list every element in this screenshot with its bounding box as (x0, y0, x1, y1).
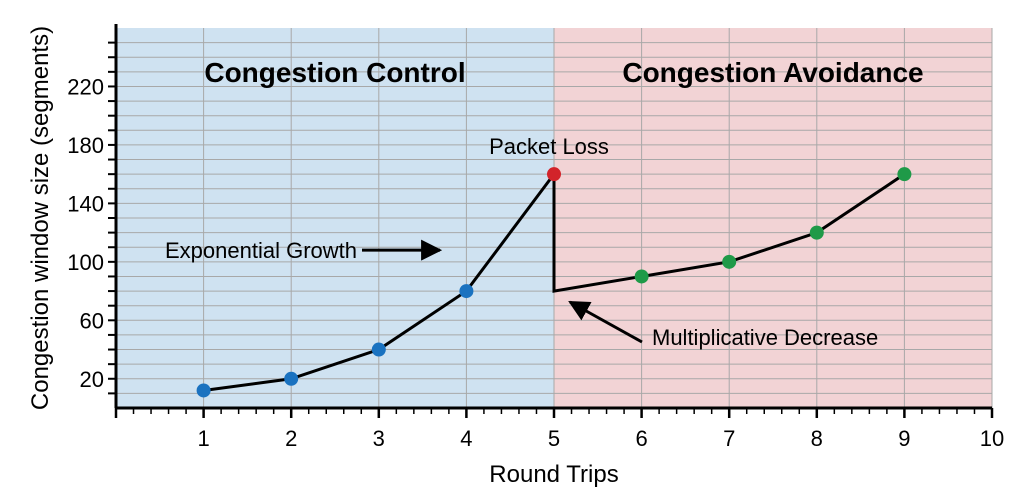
data-point (634, 269, 649, 284)
x-tick-label: 6 (635, 426, 647, 451)
region-title-congestion-avoidance: Congestion Avoidance (622, 57, 923, 88)
congestion-window-line (203, 169, 906, 392)
y-tick-label: 140 (67, 191, 104, 216)
x-tick-label: 10 (980, 426, 1004, 451)
x-tick-label: 8 (811, 426, 823, 451)
x-tick-label: 4 (460, 426, 472, 451)
data-point (459, 284, 474, 299)
data-point (196, 383, 211, 398)
data-point (809, 225, 824, 240)
x-tick-label: 9 (898, 426, 910, 451)
packet-loss-annotation: Packet Loss (489, 134, 609, 159)
data-point (371, 342, 386, 357)
x-tick-label: 7 (723, 426, 735, 451)
data-point (284, 371, 299, 386)
y-tick-label: 60 (80, 308, 104, 333)
x-tick-label: 3 (373, 426, 385, 451)
multiplicative-decrease-annotation: Multiplicative Decrease (652, 325, 878, 350)
x-axis-title: Round Trips (489, 461, 618, 488)
data-point (547, 167, 561, 182)
x-tick-label: 5 (548, 426, 560, 451)
y-tick-label: 20 (80, 367, 104, 392)
y-tick-label: 220 (67, 74, 104, 99)
exponential-growth-annotation: Exponential Growth (165, 238, 357, 263)
y-tick-label: 100 (67, 250, 104, 275)
data-point (722, 254, 737, 269)
y-tick-label: 180 (67, 133, 104, 158)
region-title-congestion-control: Congestion Control (204, 57, 465, 88)
data-point (897, 167, 912, 182)
multiplicative-decrease-arrow (568, 300, 643, 344)
x-tick-label: 1 (197, 426, 209, 451)
x-tick-label: 2 (285, 426, 297, 451)
y-axis-title: Congestion window size (segments) (27, 26, 54, 410)
